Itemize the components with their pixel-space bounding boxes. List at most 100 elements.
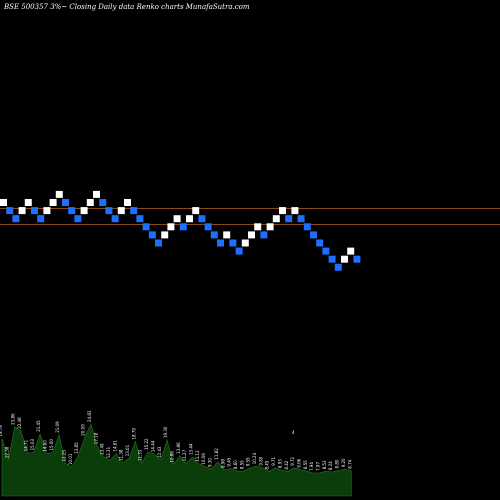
volume-label: 11.25 xyxy=(62,449,67,461)
renko-brick xyxy=(80,207,88,215)
volume-label: 13.86 xyxy=(176,442,181,454)
volume-label: 13.44 xyxy=(189,443,194,455)
renko-brick xyxy=(272,215,280,223)
volume-label: 11.82 xyxy=(214,448,219,460)
volume-label: 8.98 xyxy=(220,459,225,468)
volume-label: 8.53 xyxy=(322,460,327,469)
chart-title: BSE 500357 3%~ Closing Daily data Renko … xyxy=(4,3,250,11)
renko-brick xyxy=(136,215,144,223)
volume-label: 8.60 xyxy=(233,460,238,469)
volume-label: 9.06 xyxy=(296,458,301,467)
renko-brick xyxy=(285,215,293,223)
volume-label: 24.83 xyxy=(87,410,92,422)
renko-brick xyxy=(217,239,224,247)
volume-label: 15.03 xyxy=(30,438,35,450)
renko-brick xyxy=(173,215,181,223)
volume-label: 11.38 xyxy=(119,449,124,461)
renko-brick xyxy=(260,231,268,239)
volume-label: 9.30 xyxy=(208,458,213,467)
volume-label: 8.24 xyxy=(328,461,333,470)
renko-brick xyxy=(62,199,69,206)
renko-brick xyxy=(179,223,187,231)
renko-brick xyxy=(161,231,169,239)
volume-label: 8.55 xyxy=(303,460,308,469)
renko-brick xyxy=(0,199,7,206)
renko-brick xyxy=(93,190,100,198)
volume-label: 14.71 xyxy=(23,439,28,451)
volume-label: 9.45 xyxy=(227,457,232,466)
volume-label: 13.01 xyxy=(125,444,130,456)
renko-brick xyxy=(6,207,14,215)
renko-brick xyxy=(341,255,348,263)
renko-brick xyxy=(55,190,63,198)
renko-brick xyxy=(334,263,342,271)
volume-label: 12.31 xyxy=(106,446,111,458)
volume-label: 9.72 xyxy=(290,456,295,465)
renko-brick xyxy=(229,239,237,247)
renko-brick xyxy=(248,231,255,239)
renko-brick xyxy=(186,215,193,223)
renko-brick xyxy=(241,239,249,247)
volume-label: 10.24 xyxy=(252,452,257,464)
renko-brick xyxy=(254,223,262,231)
volume-label: 12.38 xyxy=(4,446,9,458)
volume-label: 21.45 xyxy=(36,420,41,432)
volume-label: 8.55 xyxy=(239,460,244,469)
volume-label: 15.22 xyxy=(144,438,149,450)
renko-brick xyxy=(130,207,138,215)
volume-label: 10.01 xyxy=(68,453,73,465)
volume-label: 19.79 xyxy=(0,425,3,437)
volume-label: 9.80 xyxy=(258,456,263,465)
volume-area-path xyxy=(1,423,352,497)
renko-brick xyxy=(99,199,107,206)
volume-label: 15.00 xyxy=(49,439,54,451)
renko-brick xyxy=(37,215,45,223)
volume-label: 13.49 xyxy=(100,443,105,455)
renko-brick xyxy=(353,255,361,263)
volume-label: 8.74 xyxy=(347,459,352,468)
volume-label: 8.93 xyxy=(277,459,282,468)
renko-brick xyxy=(18,207,26,215)
volume-label: 10.86 xyxy=(169,451,174,463)
renko-brick xyxy=(167,223,175,231)
volume-label: 8.42 xyxy=(284,460,289,469)
renko-brick xyxy=(198,215,206,223)
volume-label: 11.27 xyxy=(182,449,187,461)
renko-brick xyxy=(297,215,305,223)
volume-label: 14.44 xyxy=(150,440,155,452)
renko-brick xyxy=(347,247,355,255)
renko-brick xyxy=(117,207,125,215)
renko-brick xyxy=(86,199,94,206)
volume-label: 13.85 xyxy=(74,442,79,454)
renko-brick xyxy=(43,207,51,215)
volume-marker: 4 xyxy=(292,430,295,435)
renko-brick xyxy=(105,207,113,215)
renko-bricks xyxy=(0,190,361,271)
renko-brick xyxy=(266,223,274,231)
renko-brick xyxy=(31,207,38,215)
volume-label: 7.97 xyxy=(316,462,321,471)
renko-brick xyxy=(235,247,243,255)
renko-brick xyxy=(12,215,20,223)
renko-brick xyxy=(322,247,330,255)
renko-brick xyxy=(74,215,82,223)
volume-label: 7.94 xyxy=(309,462,314,471)
renko-brick xyxy=(316,239,324,247)
renko-brick xyxy=(111,215,119,223)
volume-label: 14.60 xyxy=(42,440,47,452)
volume-label: 8.45 xyxy=(265,460,270,469)
renko-brick xyxy=(24,199,32,206)
volume-label: 9.20 xyxy=(341,458,346,467)
volume-label: 20.09 xyxy=(81,424,86,436)
volume-label: 23.86 xyxy=(11,413,16,425)
renko-brick xyxy=(328,255,336,263)
renko-brick xyxy=(223,231,231,239)
volume-area: 19.79 12.38 23.86 22.48 14.71 15.03 21.45 14.60… xyxy=(0,410,352,497)
renko-brick xyxy=(303,223,311,231)
volume-label: 9.71 xyxy=(271,456,276,465)
volume-label: 14.61 xyxy=(112,440,117,452)
volume-label: 12.43 xyxy=(157,446,162,458)
volume-label: 9.55 xyxy=(246,457,251,466)
renko-brick xyxy=(142,223,150,231)
